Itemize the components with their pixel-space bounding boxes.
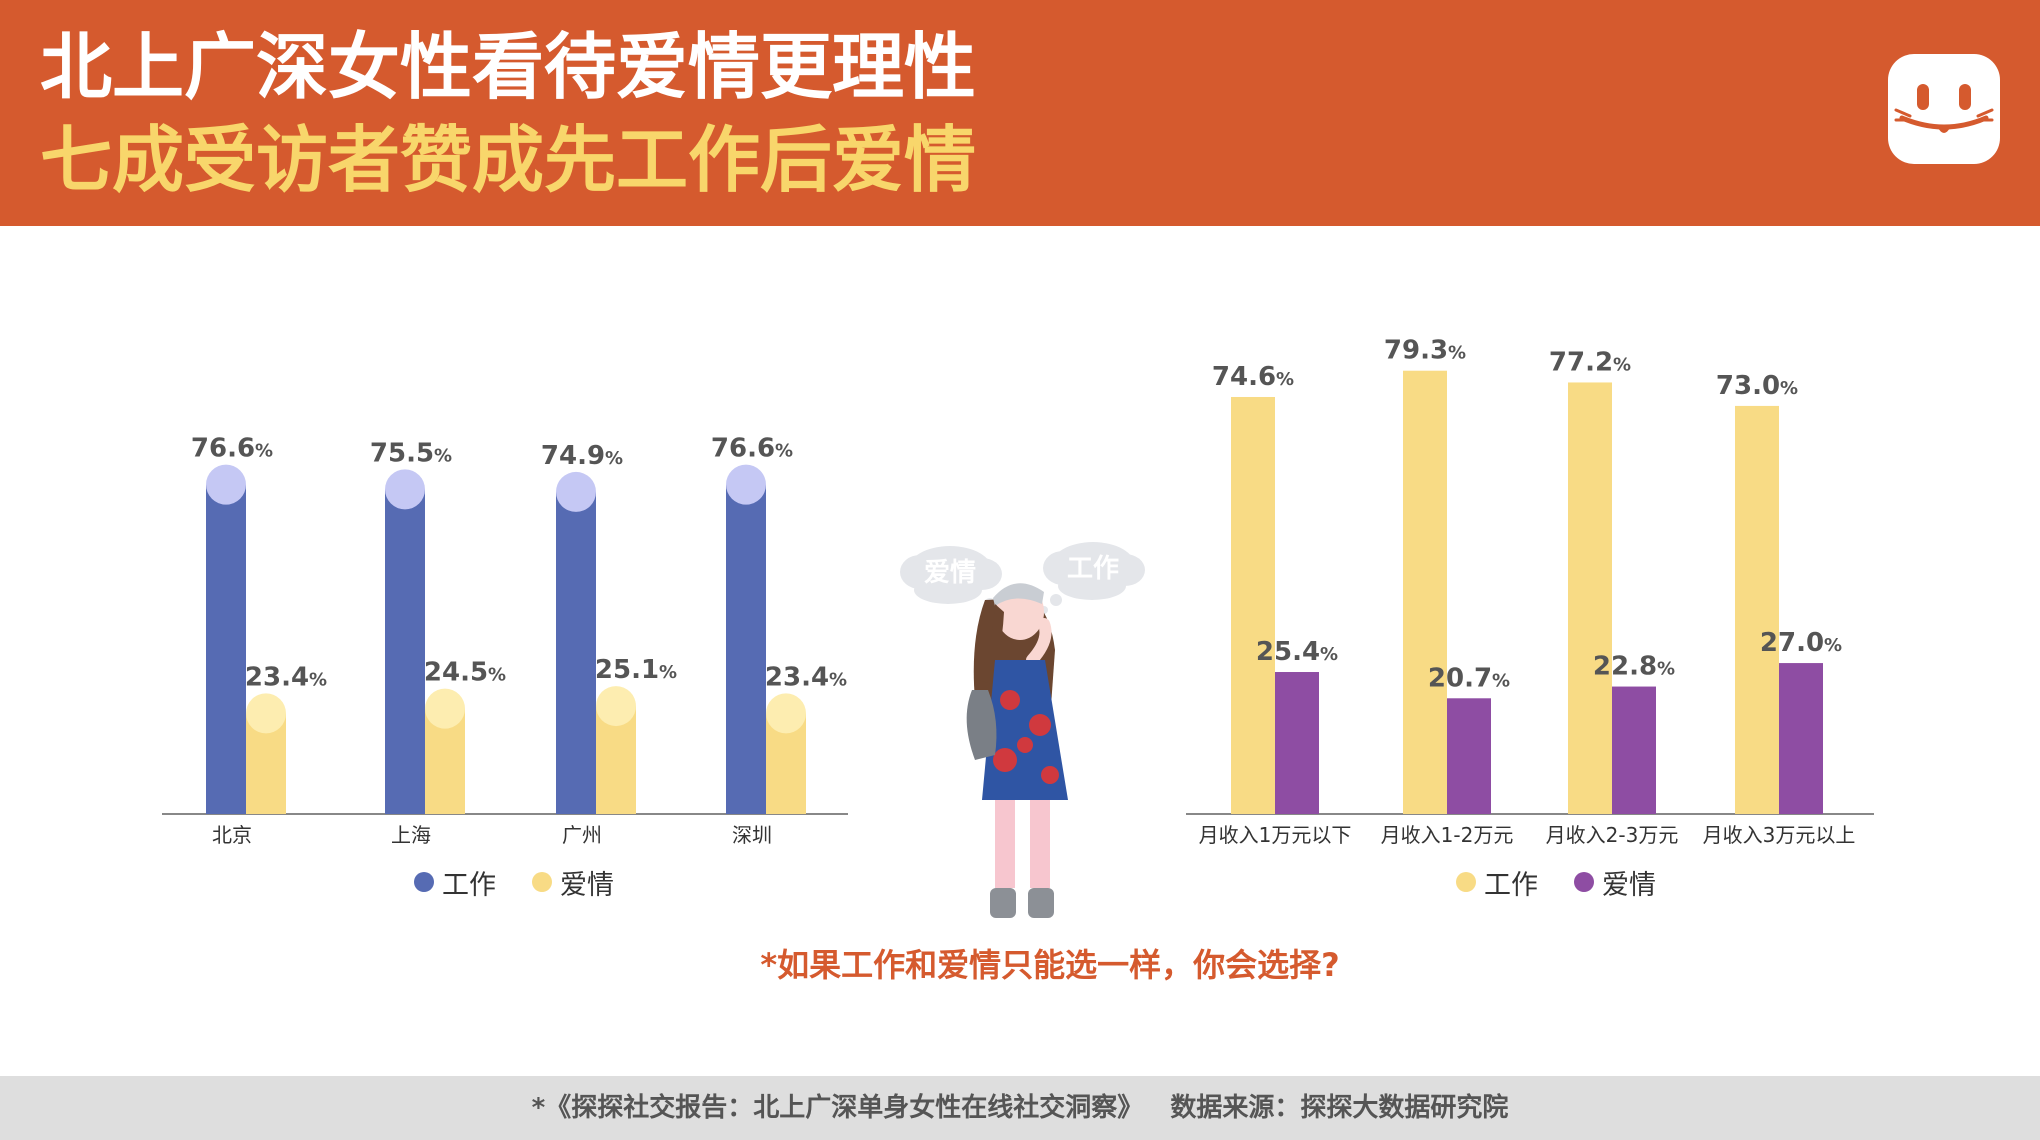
bar-love <box>1275 672 1319 814</box>
bar-love <box>1612 686 1656 814</box>
data-label-work: 77.2% <box>1549 347 1631 377</box>
data-label-work: 79.3% <box>1384 336 1466 366</box>
legend-label-love: 爱情 <box>1602 869 1656 901</box>
bar-work <box>206 484 246 814</box>
bar-cap-work <box>726 464 766 505</box>
bar-work <box>1568 382 1612 814</box>
income-bar-chart: 74.6% 25.4% 月收入1万元以下 79.3% 20.7% 月收入1-2万元 77.2… <box>1186 336 1874 847</box>
bar-cap-love <box>766 693 806 734</box>
app-logo <box>1888 54 2000 164</box>
legend-dot-work <box>414 872 434 892</box>
x-tick-label: 深圳 <box>732 823 772 847</box>
bubble-label-work: 工作 <box>1067 554 1119 584</box>
x-tick-label: 月收入3万元以上 <box>1703 823 1856 847</box>
legend-item-love: 爱情 <box>532 863 614 902</box>
city-bar-chart: 76.6% 23.4% 北京 75.5% 24.5% 上海 74.9% 25.1% 广州 76.6… <box>162 434 848 847</box>
legend-item-love: 爱情 <box>1574 863 1656 902</box>
page-subtitle: 七成受访者赞成先工作后爱情 <box>40 118 977 202</box>
bar-work <box>385 489 425 814</box>
x-tick-label: 月收入1-2万元 <box>1381 823 1514 847</box>
survey-question: *如果工作和爱情只能选一样，你会选择? <box>760 946 1340 984</box>
bar-cap-work <box>556 471 596 512</box>
legend-label-love: 爱情 <box>560 869 614 901</box>
data-label-love: 27.0% <box>1760 628 1842 658</box>
bar-cap-work <box>206 464 246 505</box>
data-label-love: 22.8% <box>1593 652 1675 682</box>
bar-work <box>556 491 596 814</box>
data-label-love: 23.4% <box>765 662 847 692</box>
bar-cap-work <box>385 469 425 510</box>
data-label-love: 20.7% <box>1428 663 1510 693</box>
data-label-work: 75.5% <box>370 438 452 468</box>
data-label-work: 76.6% <box>191 434 273 464</box>
girl-illustration: 爱情 工作 <box>900 542 1145 918</box>
legend-item-work: 工作 <box>414 863 496 902</box>
x-tick-label: 上海 <box>391 823 431 847</box>
app-logo-icon <box>1894 84 1994 133</box>
x-tick-label: 广州 <box>562 823 602 847</box>
data-label-love: 24.5% <box>424 658 506 688</box>
bar-love <box>1779 663 1823 814</box>
x-tick-label: 月收入2-3万元 <box>1546 823 1679 847</box>
bubble-label-love: 爱情 <box>924 558 976 588</box>
data-label-work: 74.6% <box>1212 362 1294 392</box>
x-tick-label: 月收入1万元以下 <box>1199 823 1352 847</box>
legend-dot-love <box>532 872 552 892</box>
cloud-icon: 爱情 <box>900 546 1006 618</box>
bar-work <box>1231 396 1275 814</box>
bar-cap-love <box>596 686 636 727</box>
bar-cap-love <box>246 693 286 734</box>
data-label-work: 73.0% <box>1716 371 1798 401</box>
legend-dot-love <box>1574 872 1594 892</box>
data-label-work: 76.6% <box>711 434 793 464</box>
data-label-work: 74.9% <box>541 441 623 471</box>
footer-source: *《探探社交报告：北上广深单身女性在线社交洞察》 数据来源：探探大数据研究院 <box>531 1093 1509 1123</box>
city-chart-legend: 工作 爱情 <box>414 863 650 902</box>
data-label-love: 23.4% <box>245 662 327 692</box>
bar-work <box>726 484 766 814</box>
page-title: 北上广深女性看待爱情更理性 <box>40 25 977 109</box>
bar-work <box>1735 405 1779 814</box>
cloud-icon: 工作 <box>1040 542 1145 614</box>
x-tick-label: 北京 <box>212 823 252 847</box>
footer-bar: *《探探社交报告：北上广深单身女性在线社交洞察》 数据来源：探探大数据研究院 <box>0 1076 2040 1140</box>
bar-love <box>1447 698 1491 814</box>
income-chart-legend: 工作 爱情 <box>1456 863 1692 902</box>
data-label-love: 25.1% <box>595 655 677 685</box>
legend-label-work: 工作 <box>1484 869 1538 901</box>
bar-work <box>1403 370 1447 814</box>
legend-label-work: 工作 <box>442 869 496 901</box>
header-banner: 北上广深女性看待爱情更理性 七成受访者赞成先工作后爱情 <box>0 0 2040 226</box>
legend-item-work: 工作 <box>1456 863 1538 902</box>
data-label-love: 25.4% <box>1256 637 1338 667</box>
bar-cap-love <box>425 688 465 729</box>
legend-dot-work <box>1456 872 1476 892</box>
